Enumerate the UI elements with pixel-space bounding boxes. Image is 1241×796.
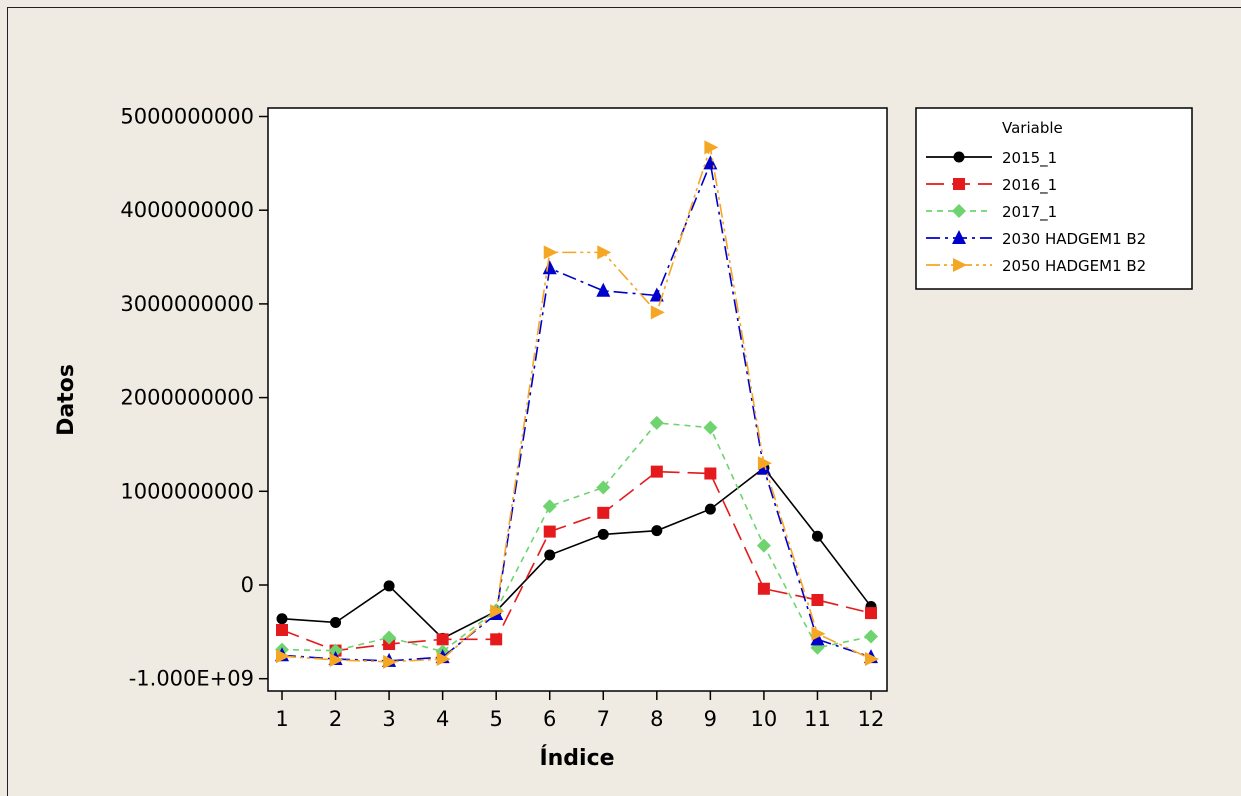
legend-item: 2015_1 [926, 149, 1057, 168]
y-tick-label: 2000000000 [120, 386, 254, 410]
data-point [330, 616, 342, 628]
data-point [276, 613, 288, 625]
x-tick-label: 6 [543, 707, 556, 731]
legend-label: 2030 HADGEM1 B2 [1002, 230, 1146, 248]
data-point [757, 582, 770, 595]
data-point [436, 633, 449, 646]
data-point [597, 245, 612, 260]
y-tick-label: -1.000E+09 [129, 667, 254, 691]
legend-marker [953, 178, 965, 190]
data-point [597, 506, 610, 519]
data-point [756, 538, 771, 553]
data-point [650, 305, 665, 320]
legend: Variable 2015_1 2016_1 2017_1 2030 HADGEM1 … [915, 107, 1193, 290]
data-point [865, 652, 879, 667]
data-point [704, 467, 717, 480]
data-point [597, 528, 609, 540]
data-point [329, 652, 344, 667]
data-point [703, 420, 718, 435]
x-axis: 1 2 3 4 5 6 7 8 9 10 11 12 [275, 691, 884, 731]
data-point [276, 623, 288, 636]
data-point [811, 626, 826, 641]
x-tick-label: 2 [329, 707, 342, 731]
legend-label: 2016_1 [1002, 176, 1057, 195]
y-axis-title: Datos [54, 364, 79, 436]
legend-label: 2017_1 [1002, 203, 1057, 222]
legend-item: 2016_1 [926, 176, 1057, 195]
y-tick-label: 3000000000 [120, 292, 254, 316]
chart-frame [7, 7, 1241, 796]
data-point [542, 499, 557, 514]
legend-item: 2050 HADGEM1 B2 [926, 257, 1146, 275]
series-layer [275, 140, 879, 669]
y-tick-label: 1000000000 [120, 479, 254, 503]
x-tick-label: 12 [858, 707, 885, 731]
x-tick-label: 10 [751, 707, 778, 731]
x-axis-title: Índice [539, 745, 614, 771]
legend-marker [953, 258, 967, 272]
y-tick-label: 4000000000 [120, 198, 254, 222]
data-point [382, 630, 397, 645]
data-point [544, 549, 556, 561]
legend-item: 2017_1 [926, 203, 1057, 222]
x-tick-label: 5 [489, 707, 502, 731]
data-point [756, 460, 771, 475]
data-point [811, 593, 824, 606]
data-point [649, 287, 664, 302]
data-point [328, 643, 343, 658]
series-line [281, 147, 872, 663]
x-tick-label: 3 [382, 707, 395, 731]
data-point [490, 604, 505, 619]
series-line [281, 160, 872, 662]
series-line [281, 470, 872, 652]
data-point [543, 525, 556, 538]
legend-marker [953, 151, 965, 163]
legend-label: 2015_1 [1002, 149, 1057, 168]
data-point [649, 415, 664, 430]
legend-title: Variable [1002, 119, 1063, 137]
data-point [383, 580, 395, 592]
x-tick-label: 9 [704, 707, 717, 731]
legend-items: 2015_1 2016_1 2017_1 2030 HADGEM1 B2 2050 HA… [926, 149, 1146, 275]
data-point [704, 503, 716, 515]
data-point [757, 456, 772, 471]
data-point [864, 629, 878, 644]
x-tick-label: 8 [650, 707, 663, 731]
plot-area [267, 107, 888, 692]
data-point [383, 654, 398, 669]
data-point [276, 649, 290, 664]
y-tick-label: 5000000000 [120, 105, 254, 129]
data-point [490, 633, 503, 646]
y-axis: -1.000E+09 0 1000000000 2000000000 300000000… [120, 105, 268, 691]
data-point [596, 282, 611, 297]
series-line [281, 422, 872, 653]
x-tick-label: 4 [436, 707, 449, 731]
data-point [865, 607, 877, 620]
legend-marker [952, 230, 966, 244]
y-tick-label: 0 [241, 573, 254, 597]
legend-item: 2030 HADGEM1 B2 [926, 230, 1146, 248]
data-point [704, 140, 719, 155]
data-point [651, 525, 663, 537]
legend-marker [952, 204, 966, 218]
x-tick-label: 7 [597, 707, 610, 731]
series-line [281, 466, 872, 640]
x-tick-label: 1 [275, 707, 288, 731]
data-point [596, 480, 611, 495]
data-point [810, 631, 825, 646]
data-point [811, 530, 823, 542]
data-point [650, 465, 663, 478]
data-point [436, 652, 451, 667]
x-tick-label: 11 [804, 707, 831, 731]
legend-box [915, 107, 1193, 290]
legend-label: 2050 HADGEM1 B2 [1002, 257, 1146, 275]
data-point [543, 245, 558, 260]
series-5 [276, 140, 879, 669]
